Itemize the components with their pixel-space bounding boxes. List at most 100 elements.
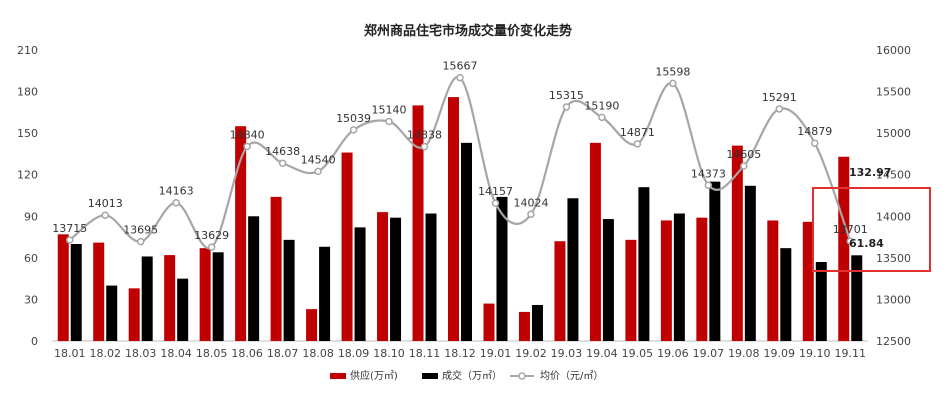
supply-bar — [554, 241, 566, 341]
deal-bar — [638, 187, 650, 341]
price-label: 14163 — [159, 185, 194, 198]
left-axis: 0 30 60 90 120 150 180 210 — [17, 44, 38, 348]
price-point — [527, 210, 535, 219]
price-label: 14605 — [726, 148, 761, 161]
deal-bar — [390, 217, 402, 341]
deal-bar — [602, 219, 614, 341]
left-tick-label: 0 — [31, 335, 38, 348]
price-label: 15039 — [336, 112, 371, 125]
chart-title: 郑州商品住宅市场成交量价变化走势 — [364, 23, 572, 39]
supply-bar — [270, 196, 282, 341]
price-label: 14024 — [513, 196, 548, 209]
price-label: 15140 — [372, 104, 407, 117]
deal-bar — [851, 255, 863, 341]
legend-label-supply: 供应(万㎡) — [350, 369, 398, 382]
price-label: 14840 — [230, 128, 265, 141]
category-label: 19.04 — [586, 347, 618, 360]
deal-bar — [283, 239, 295, 341]
deal-bar — [780, 248, 792, 341]
deal-bar — [248, 216, 260, 341]
price-point — [65, 236, 74, 244]
deal-bar — [177, 278, 189, 341]
price-point — [207, 243, 216, 251]
price-line — [65, 73, 855, 251]
deal-bar — [141, 256, 153, 341]
deal-bar — [70, 244, 82, 341]
supply-bar — [731, 145, 743, 341]
category-label: 19.09 — [764, 347, 796, 360]
price-label: 14638 — [265, 145, 300, 158]
supply-bar — [93, 242, 105, 341]
supply-bar — [518, 311, 530, 341]
price-point — [278, 159, 287, 167]
deal-bar — [744, 185, 756, 341]
price-point — [846, 237, 855, 245]
price-label: 13629 — [194, 229, 229, 242]
left-tick-label: 30 — [24, 293, 38, 306]
category-label: 19.02 — [515, 347, 547, 360]
deal-bar — [106, 285, 118, 341]
category-label: 18.07 — [267, 347, 299, 360]
price-label: 14540 — [301, 153, 336, 166]
right-tick-label: 15000 — [876, 127, 911, 140]
supply-bar — [128, 288, 140, 341]
category-label: 18.11 — [409, 347, 441, 360]
right-tick-label: 16000 — [876, 44, 911, 57]
supply-bar — [838, 156, 850, 341]
left-tick-label: 60 — [24, 252, 38, 265]
supply-bar — [164, 255, 176, 341]
price-point — [349, 126, 358, 134]
price-label: 15190 — [584, 99, 619, 112]
price-label: 14373 — [691, 167, 726, 180]
price-point — [669, 79, 677, 88]
supply-bar — [57, 234, 69, 341]
supply-bar — [306, 309, 318, 341]
supply-bar — [235, 126, 247, 341]
price-point — [598, 113, 606, 122]
right-tick-label: 13500 — [876, 252, 911, 265]
supply-bar — [199, 248, 211, 341]
right-tick-label: 12500 — [876, 335, 911, 348]
price-point — [491, 199, 500, 207]
right-axis: 12500 13000 13500 14000 14500 15000 15500 16000 — [876, 44, 911, 348]
category-label: 19.05 — [622, 347, 654, 360]
legend-swatch-deal — [422, 373, 438, 379]
deal-bar — [461, 142, 472, 341]
highlight-box — [812, 187, 931, 272]
category-label: 18.10 — [373, 347, 405, 360]
price-point — [243, 142, 251, 151]
price-label: 14879 — [797, 125, 832, 138]
supply-last-label: 132.97 — [849, 166, 891, 179]
price-point — [704, 181, 713, 190]
deal-bar — [354, 227, 366, 341]
legend-label-deal: 成交（万㎡） — [442, 369, 502, 382]
deal-bar — [212, 252, 224, 341]
category-label: 18.08 — [302, 347, 334, 360]
legend: 供应(万㎡) 成交（万㎡） 均价（元/㎡） — [330, 369, 603, 382]
price-point — [740, 162, 748, 170]
category-label: 18.02 — [89, 347, 121, 360]
supply-bar — [448, 97, 459, 341]
price-label: 15291 — [762, 91, 797, 104]
category-label: 18.03 — [125, 347, 157, 360]
category-label: 19.07 — [693, 347, 725, 360]
price-point — [136, 237, 145, 246]
category-label: 18.06 — [231, 347, 263, 360]
left-tick-label: 180 — [17, 86, 38, 99]
supply-bar — [767, 220, 779, 341]
price-point — [811, 139, 819, 147]
category-label: 18.05 — [196, 347, 228, 360]
deal-bar — [815, 262, 827, 341]
right-tick-label: 14000 — [876, 210, 911, 223]
right-tick-label: 14500 — [876, 169, 911, 182]
right-tick-label: 15500 — [876, 86, 911, 99]
left-tick-label: 90 — [24, 210, 38, 223]
category-label: 19.01 — [480, 347, 512, 360]
supply-bar — [625, 239, 637, 341]
category-label: 18.12 — [444, 347, 476, 360]
left-tick-label: 150 — [17, 127, 38, 140]
deal-bar — [673, 213, 685, 341]
category-label: 18.01 — [54, 347, 86, 360]
